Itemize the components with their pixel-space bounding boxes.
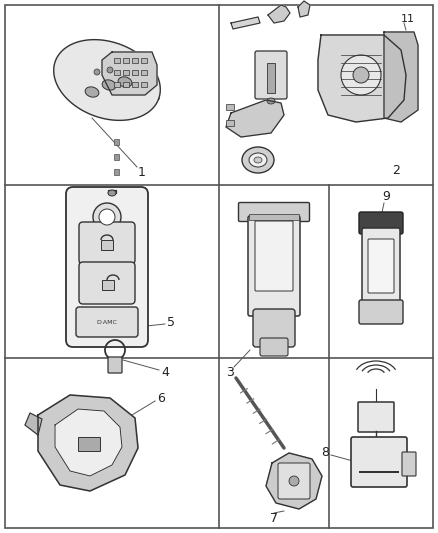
Polygon shape <box>318 35 406 122</box>
Ellipse shape <box>118 77 132 87</box>
Bar <box>132 82 138 87</box>
FancyBboxPatch shape <box>362 228 400 306</box>
Ellipse shape <box>102 80 116 90</box>
FancyBboxPatch shape <box>368 239 394 293</box>
Text: 5: 5 <box>167 316 175 328</box>
Text: 3: 3 <box>226 366 234 378</box>
Circle shape <box>289 476 299 486</box>
Polygon shape <box>384 32 418 122</box>
Text: 8: 8 <box>321 447 329 459</box>
Polygon shape <box>54 39 160 120</box>
Bar <box>141 58 147 63</box>
Bar <box>114 82 120 87</box>
Bar <box>226 120 234 126</box>
Bar <box>114 154 119 160</box>
FancyBboxPatch shape <box>253 309 295 347</box>
Polygon shape <box>25 413 42 435</box>
FancyBboxPatch shape <box>255 221 293 291</box>
Bar <box>123 58 129 63</box>
Bar <box>123 70 129 75</box>
FancyBboxPatch shape <box>255 51 287 99</box>
FancyBboxPatch shape <box>79 262 135 304</box>
Bar <box>226 104 234 110</box>
Bar <box>359 471 399 473</box>
Bar <box>267 63 275 93</box>
FancyBboxPatch shape <box>278 463 310 499</box>
Bar <box>114 169 119 175</box>
Circle shape <box>341 55 381 95</box>
Text: 1: 1 <box>138 166 146 179</box>
Bar <box>108 190 116 193</box>
Polygon shape <box>55 409 122 476</box>
Ellipse shape <box>242 147 274 173</box>
Polygon shape <box>102 52 157 95</box>
Circle shape <box>94 69 100 75</box>
Bar <box>132 70 138 75</box>
FancyBboxPatch shape <box>76 307 138 337</box>
Bar <box>114 70 120 75</box>
Bar <box>123 82 129 87</box>
FancyBboxPatch shape <box>66 187 148 347</box>
Text: D·AMC: D·AMC <box>96 319 117 325</box>
Bar <box>249 214 299 220</box>
Text: 7: 7 <box>270 513 278 526</box>
Circle shape <box>99 209 115 225</box>
Polygon shape <box>231 17 260 29</box>
Text: 6: 6 <box>157 392 165 406</box>
Circle shape <box>107 67 113 73</box>
FancyBboxPatch shape <box>359 212 403 234</box>
Bar <box>78 437 100 451</box>
Bar <box>132 58 138 63</box>
Bar <box>114 58 120 63</box>
FancyBboxPatch shape <box>239 203 310 222</box>
FancyBboxPatch shape <box>79 222 135 264</box>
FancyBboxPatch shape <box>108 357 122 373</box>
Ellipse shape <box>267 98 275 104</box>
FancyBboxPatch shape <box>358 402 394 432</box>
Bar <box>102 280 114 290</box>
Polygon shape <box>298 1 310 17</box>
Ellipse shape <box>249 153 267 167</box>
Polygon shape <box>268 5 290 23</box>
Text: 9: 9 <box>382 190 390 204</box>
FancyBboxPatch shape <box>351 437 407 487</box>
Ellipse shape <box>254 157 262 163</box>
Polygon shape <box>266 453 322 509</box>
Bar <box>101 240 113 250</box>
Polygon shape <box>226 100 284 137</box>
Ellipse shape <box>108 190 116 196</box>
FancyBboxPatch shape <box>248 216 300 316</box>
Circle shape <box>353 67 369 83</box>
Bar <box>141 70 147 75</box>
FancyBboxPatch shape <box>402 452 416 476</box>
Text: 4: 4 <box>161 366 169 378</box>
Polygon shape <box>38 395 138 491</box>
Circle shape <box>93 203 121 231</box>
Text: 11: 11 <box>401 14 415 24</box>
FancyBboxPatch shape <box>359 300 403 324</box>
Bar <box>141 82 147 87</box>
FancyBboxPatch shape <box>260 338 288 356</box>
Bar <box>114 139 119 145</box>
Text: 2: 2 <box>392 165 400 177</box>
Ellipse shape <box>85 87 99 97</box>
